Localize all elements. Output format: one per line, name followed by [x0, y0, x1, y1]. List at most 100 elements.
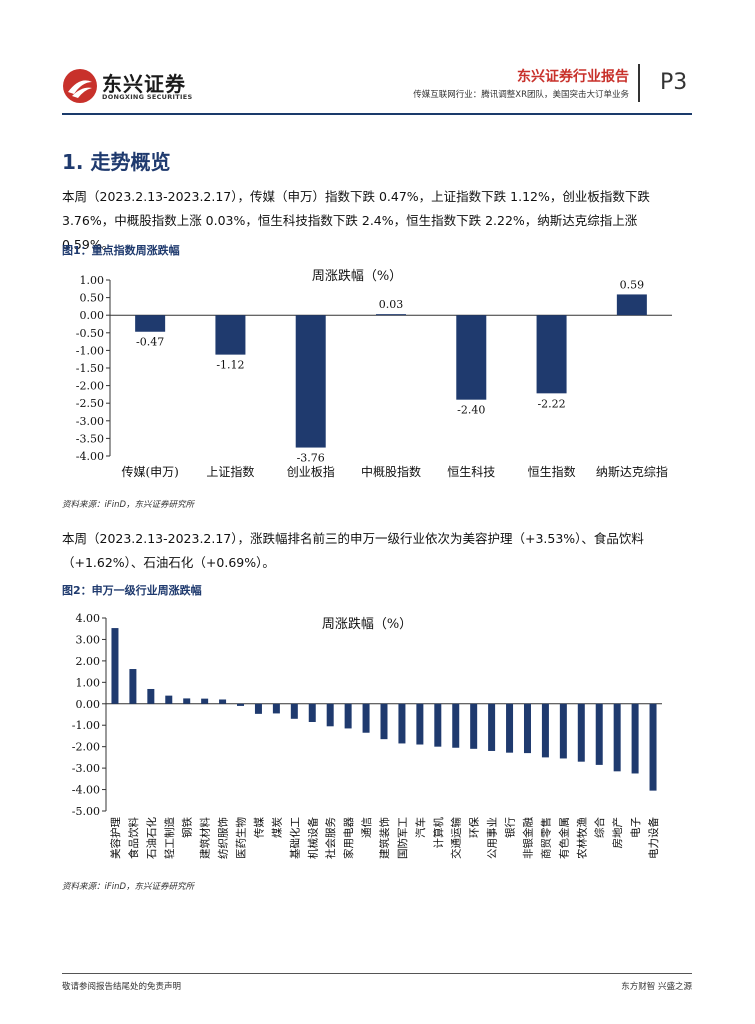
bar: [577, 703, 585, 762]
x-category-label: 建筑材料: [199, 817, 212, 859]
industry-weekly-change-chart: 4.00 3.00 2.00 1.00 0.00 -1.00 -2.00 -3.00 -4.00…: [72, 612, 662, 859]
x-category-label: 煤炭: [270, 817, 283, 838]
bar: [290, 703, 298, 719]
bar: [595, 703, 603, 765]
bar: [326, 703, 334, 727]
x-category-label: 房地产: [611, 817, 624, 849]
x-category-label: 恒生科技: [447, 465, 495, 479]
x-category-label: 恒生指数: [528, 464, 576, 479]
bar: [376, 314, 406, 316]
bar: [111, 628, 119, 704]
x-category-label: 纺织服饰: [217, 817, 230, 859]
bar: [165, 695, 173, 704]
report-subtitle: 传媒互联网行业：腾讯调整XR团队，美国突击大订单业务: [413, 90, 629, 100]
bar: [129, 669, 137, 704]
bar-value-label: 0.03: [379, 298, 404, 311]
bar-value-label: 0.59: [620, 278, 645, 291]
x-category-label: 中概股指数: [361, 464, 421, 479]
paragraph-industry-summary: 本周（2023.2.13-2023.2.17），涨跌幅排名前三的申万一级行业依次…: [62, 531, 644, 570]
logo-mark-icon: [63, 69, 97, 103]
bar-value-label: -1.12: [216, 359, 244, 372]
logo-english-name: DONGXING SECURITIES: [102, 93, 193, 101]
bar: [254, 703, 262, 714]
bar-value-label: -3.76: [297, 452, 325, 465]
x-category-label: 医药生物: [235, 817, 248, 859]
bar-value-label: -2.22: [537, 397, 565, 410]
x-category-label: 电子: [629, 817, 642, 838]
y-tick-label: 1.00: [80, 274, 105, 287]
bar: [434, 703, 442, 747]
y-tick-label: 4.00: [76, 612, 101, 625]
disclaimer-note: 敬请参阅报告结尾处的免责声明: [62, 982, 182, 992]
y-tick-label: -1.00: [72, 719, 100, 732]
y-tick-label: -3.00: [76, 415, 104, 428]
bar: [201, 698, 209, 704]
bar: [613, 703, 621, 772]
y-tick-label: -2.50: [76, 397, 104, 410]
bar: [219, 699, 227, 704]
bar: [559, 703, 567, 759]
y-tick-label: 3.00: [76, 633, 101, 646]
x-category-label: 环保: [468, 817, 481, 838]
y-tick-label: -2.00: [76, 380, 104, 393]
bar: [488, 703, 496, 751]
y-tick-label: -3.50: [76, 432, 104, 445]
x-category-label: 传媒(申万): [121, 464, 178, 479]
figure1-source: 资料来源：iFinD，东兴证券研究所: [62, 500, 195, 510]
paragraph-index-summary: 本周（2023.2.13-2023.2.17），传媒（申万）指数下跌 0.47%…: [62, 189, 650, 252]
bar: [135, 315, 166, 332]
company-logo: 东兴证券 DONGXING SECURITIES: [62, 66, 192, 106]
y-tick-label: 0.00: [76, 698, 101, 711]
bar-value-label: -0.47: [136, 336, 164, 349]
footer-slogan: 东方财智 兴盛之源: [621, 982, 692, 992]
y-tick-label: 0.00: [80, 309, 105, 322]
bar: [147, 688, 155, 704]
bar: [295, 315, 326, 448]
x-category-label: 轻工制造: [163, 817, 176, 859]
x-category-label: 基础化工: [288, 817, 301, 859]
y-tick-label: -1.50: [76, 362, 104, 375]
bar: [616, 294, 647, 316]
bar: [456, 315, 487, 400]
y-tick-label: -1.00: [76, 344, 104, 357]
chart-title: 周涨跌幅（%）: [312, 268, 402, 284]
y-tick-label: -2.00: [72, 741, 100, 754]
bar-value-label: -2.40: [457, 404, 485, 417]
page-header: 东兴证券 DONGXING SECURITIES 东兴证券行业报告 传媒互联网行…: [0, 0, 755, 120]
x-category-label: 钢铁: [181, 817, 194, 838]
x-category-label: 社会服务: [324, 817, 337, 859]
header-divider: [638, 64, 640, 102]
bar: [215, 315, 246, 355]
bar: [452, 703, 460, 748]
bar: [237, 703, 245, 706]
bar: [344, 703, 352, 729]
x-category-label: 汽车: [414, 817, 427, 838]
bar: [398, 703, 406, 744]
x-category-label: 电力设备: [647, 817, 660, 859]
x-category-label: 农林牧渔: [575, 817, 588, 859]
bar: [631, 703, 639, 774]
report-name: 东兴证券行业报告: [517, 69, 629, 85]
x-category-label: 传媒: [252, 817, 265, 838]
logo-chinese-name: 东兴证券: [102, 72, 186, 96]
bar: [272, 703, 280, 714]
bar: [308, 703, 316, 723]
x-category-label: 上证指数: [206, 464, 254, 479]
x-category-label: 交通运输: [450, 817, 463, 859]
page-number: P3: [660, 70, 688, 95]
x-category-label: 建筑装饰: [378, 817, 391, 859]
bar: [649, 703, 657, 791]
bar: [523, 703, 531, 754]
x-category-label: 食品饮料: [127, 817, 140, 859]
x-category-label: 国防军工: [396, 817, 409, 859]
bar: [416, 703, 424, 745]
section-title: 1. 走势概览: [62, 150, 171, 174]
y-tick-label: -0.50: [76, 327, 104, 340]
y-tick-label: 0.50: [80, 292, 105, 305]
y-tick-label: -4.00: [76, 450, 104, 463]
chart-title: 周涨跌幅（%）: [322, 616, 412, 632]
figure1-title: 图1：重点指数周涨跌幅: [62, 244, 180, 257]
bar: [380, 703, 388, 740]
x-category-label: 综合: [593, 817, 606, 838]
x-category-label: 创业板指: [287, 464, 335, 479]
